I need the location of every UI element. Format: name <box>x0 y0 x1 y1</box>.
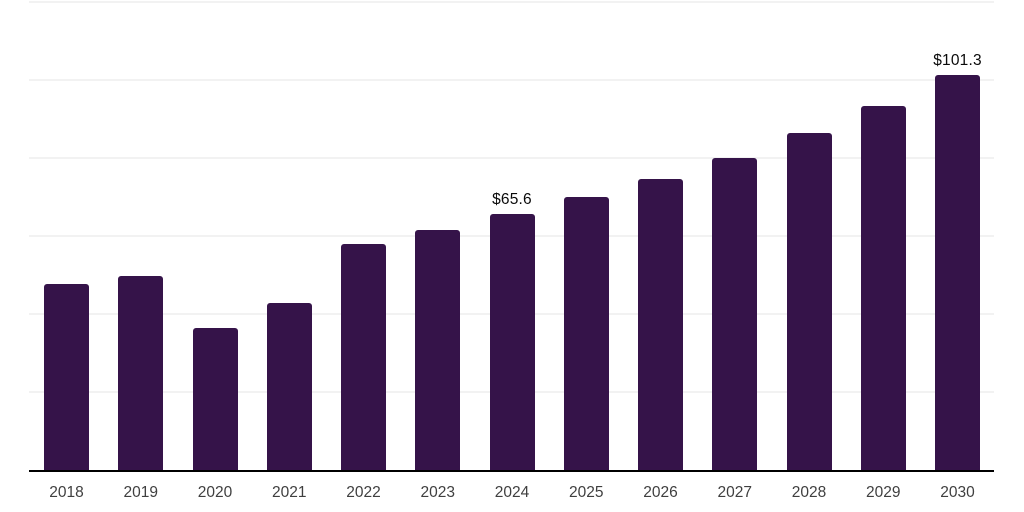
bar-2026 <box>638 179 683 470</box>
x-tick-label-2025: 2025 <box>569 484 604 501</box>
x-tick-label-2024: 2024 <box>494 484 530 501</box>
bar-2030 <box>935 74 980 470</box>
bar-2018 <box>44 283 89 470</box>
x-tick-label-2023: 2023 <box>420 484 455 501</box>
bar-2029 <box>860 105 906 470</box>
bar-2022 <box>341 244 386 470</box>
bar-2020 <box>192 327 238 470</box>
gridline-y-120 <box>29 1 994 3</box>
bar-2023 <box>415 230 461 470</box>
bar-2021 <box>266 302 312 470</box>
x-axis-line <box>29 470 994 472</box>
bar-2028 <box>786 133 832 470</box>
bar-2024 <box>489 214 535 470</box>
bar-2025 <box>563 197 609 470</box>
x-tick-label-2019: 2019 <box>123 484 158 501</box>
x-tick-label-2022: 2022 <box>346 484 381 501</box>
data-label-2030: $101.3 <box>933 51 982 69</box>
x-tick-label-2026: 2026 <box>643 484 678 501</box>
gridline-y-80 <box>29 157 994 159</box>
x-tick-label-2027: 2027 <box>717 484 752 501</box>
bar-2027 <box>712 157 758 470</box>
data-label-2024: $65.6 <box>492 191 532 209</box>
plot-area: $65.6 $101.3 <box>29 1 994 470</box>
gridline-y-100 <box>29 79 994 81</box>
bar-2019 <box>118 275 164 470</box>
x-tick-label-2018: 2018 <box>49 484 84 501</box>
x-tick-label-2029: 2029 <box>866 484 901 501</box>
x-tick-label-2028: 2028 <box>791 484 827 501</box>
x-tick-label-2020: 2020 <box>197 484 233 501</box>
x-tick-label-2030: 2030 <box>940 484 975 501</box>
x-tick-label-2021: 2021 <box>272 484 307 501</box>
